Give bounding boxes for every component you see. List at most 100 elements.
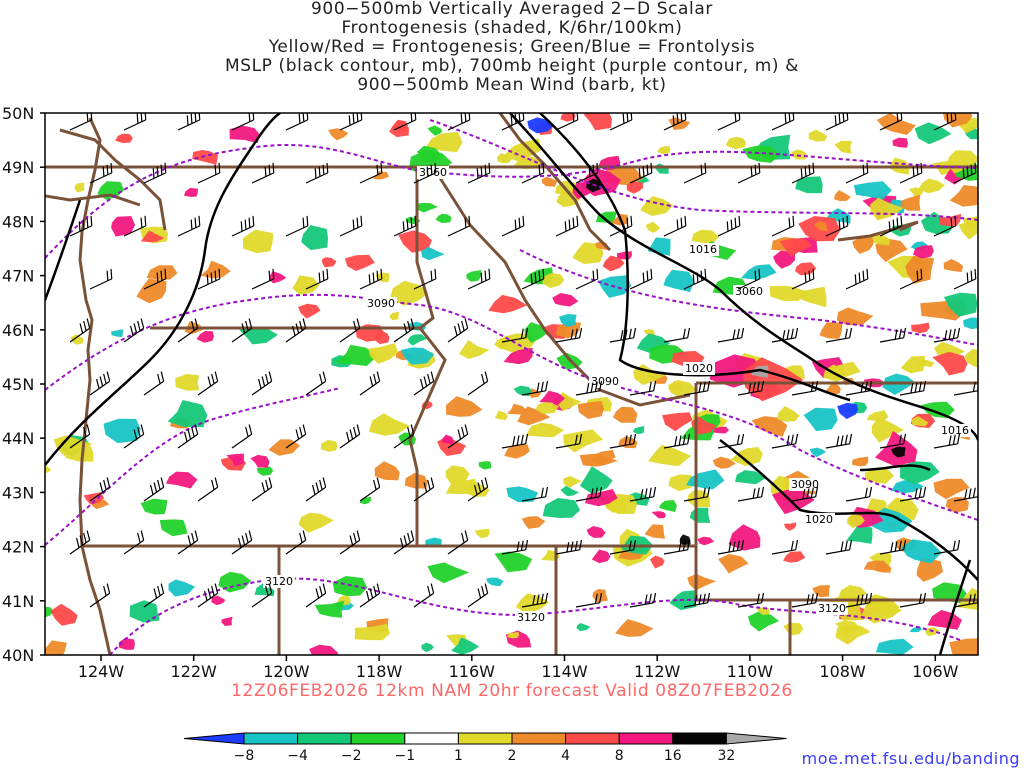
wind-barb: [467, 268, 491, 290]
shading-cell: [583, 113, 612, 131]
lon-label: 108W: [819, 662, 866, 681]
wind-barb: [845, 486, 873, 502]
shading-cell: [783, 622, 804, 636]
colorbar-end-high: [725, 732, 787, 745]
wind-barb: [899, 486, 927, 502]
shading-cell: [834, 140, 853, 154]
shading-cell: [914, 122, 952, 145]
shading-cell: [644, 524, 665, 539]
shading-cell: [668, 474, 697, 492]
colorbar-tick-label: 16: [664, 748, 682, 764]
shading-cell: [400, 347, 435, 365]
wind-barb: [467, 583, 489, 608]
shading-cell: [421, 642, 434, 653]
shading-cell: [668, 117, 691, 131]
wind-barb: [177, 215, 201, 237]
wind-barb: [447, 424, 469, 449]
shading-cell: [662, 412, 693, 432]
shading-cell: [559, 314, 577, 327]
shading-cell: [750, 365, 769, 378]
wind-barb: [609, 433, 637, 449]
shading-cell: [606, 497, 627, 513]
shading-cell: [159, 519, 188, 537]
wind-barb: [251, 268, 275, 290]
shading-cell: [146, 265, 178, 280]
wind-barb: [89, 583, 111, 608]
shading-cell: [140, 230, 165, 243]
shading-cell: [506, 486, 539, 503]
lon-label: 120W: [263, 662, 310, 681]
shading-cell: [791, 149, 807, 160]
shading-cell: [876, 113, 916, 135]
shading-cell: [466, 270, 482, 282]
shading-cell: [374, 461, 400, 481]
colorbar-tick-label: 32: [717, 748, 735, 764]
wind-barb: [69, 215, 93, 237]
lat-label: 40N: [2, 646, 34, 665]
wind-barb: [89, 371, 111, 396]
wind-barb: [555, 327, 583, 343]
colorbar-tick-label: 8: [615, 748, 624, 764]
wind-barb: [845, 268, 869, 290]
shading-cell: [846, 525, 873, 544]
shading-cell: [354, 623, 390, 641]
lat-label: 46N: [2, 321, 34, 340]
wind-barb: [663, 215, 687, 237]
wind-barb: [123, 215, 147, 237]
shading-cell: [314, 600, 345, 618]
shading-cell: [942, 113, 973, 128]
shading-cell: [735, 470, 766, 485]
shading-cell: [242, 229, 274, 254]
colorbar-tick-label: −4: [287, 748, 308, 764]
colorbar-tick-label: 2: [508, 748, 517, 764]
shading-cell: [445, 465, 470, 485]
shading-cell: [427, 562, 470, 584]
wind-barb: [575, 592, 603, 608]
shading-cell: [507, 403, 528, 415]
wind-barb: [231, 424, 253, 449]
height-label: 3090: [791, 478, 819, 491]
wind-barb: [683, 268, 707, 290]
shading-cell: [713, 426, 730, 434]
shading-cell: [944, 292, 978, 317]
lat-label: 45N: [2, 375, 34, 394]
shading-cell: [417, 145, 442, 163]
wind-barb: [575, 380, 603, 396]
height-label: 3120: [265, 575, 293, 588]
wind-barb: [197, 477, 219, 502]
shading-cell: [712, 456, 736, 469]
lon-label: 114W: [541, 662, 588, 681]
colorbar-swatch: [511, 732, 567, 745]
wind-barb: [521, 380, 549, 396]
wind-barb: [933, 327, 961, 343]
colorbar-tick-label: −8: [234, 748, 255, 764]
shading-cell: [563, 476, 582, 488]
wind-barb: [663, 327, 691, 343]
shading-cell: [320, 439, 338, 452]
shading-cell: [256, 466, 274, 476]
shading-cell: [917, 359, 935, 368]
shading-cell: [730, 447, 763, 466]
wind-barb: [717, 433, 745, 449]
height-label: 3090: [367, 297, 395, 310]
wind-barb: [285, 318, 307, 343]
wind-barb: [953, 268, 977, 290]
wind-barb: [791, 268, 815, 290]
shading-cell: [298, 512, 334, 533]
wind-barb: [629, 162, 653, 184]
wind-barb: [899, 268, 923, 290]
shading-cell: [572, 242, 604, 264]
shading-cell: [808, 129, 828, 142]
lon-label: 118W: [356, 662, 403, 681]
shading-cell: [803, 407, 838, 432]
wind-barb: [609, 327, 637, 343]
wind-barb: [413, 371, 435, 396]
shading-cell: [229, 125, 260, 144]
wind-barb: [791, 592, 819, 608]
shading-cell: [427, 125, 443, 136]
wind-barb: [305, 583, 327, 608]
wind-barb: [285, 424, 307, 449]
shading-cell: [892, 137, 908, 148]
shading-cell: [269, 271, 287, 284]
shading-cell: [751, 416, 788, 437]
